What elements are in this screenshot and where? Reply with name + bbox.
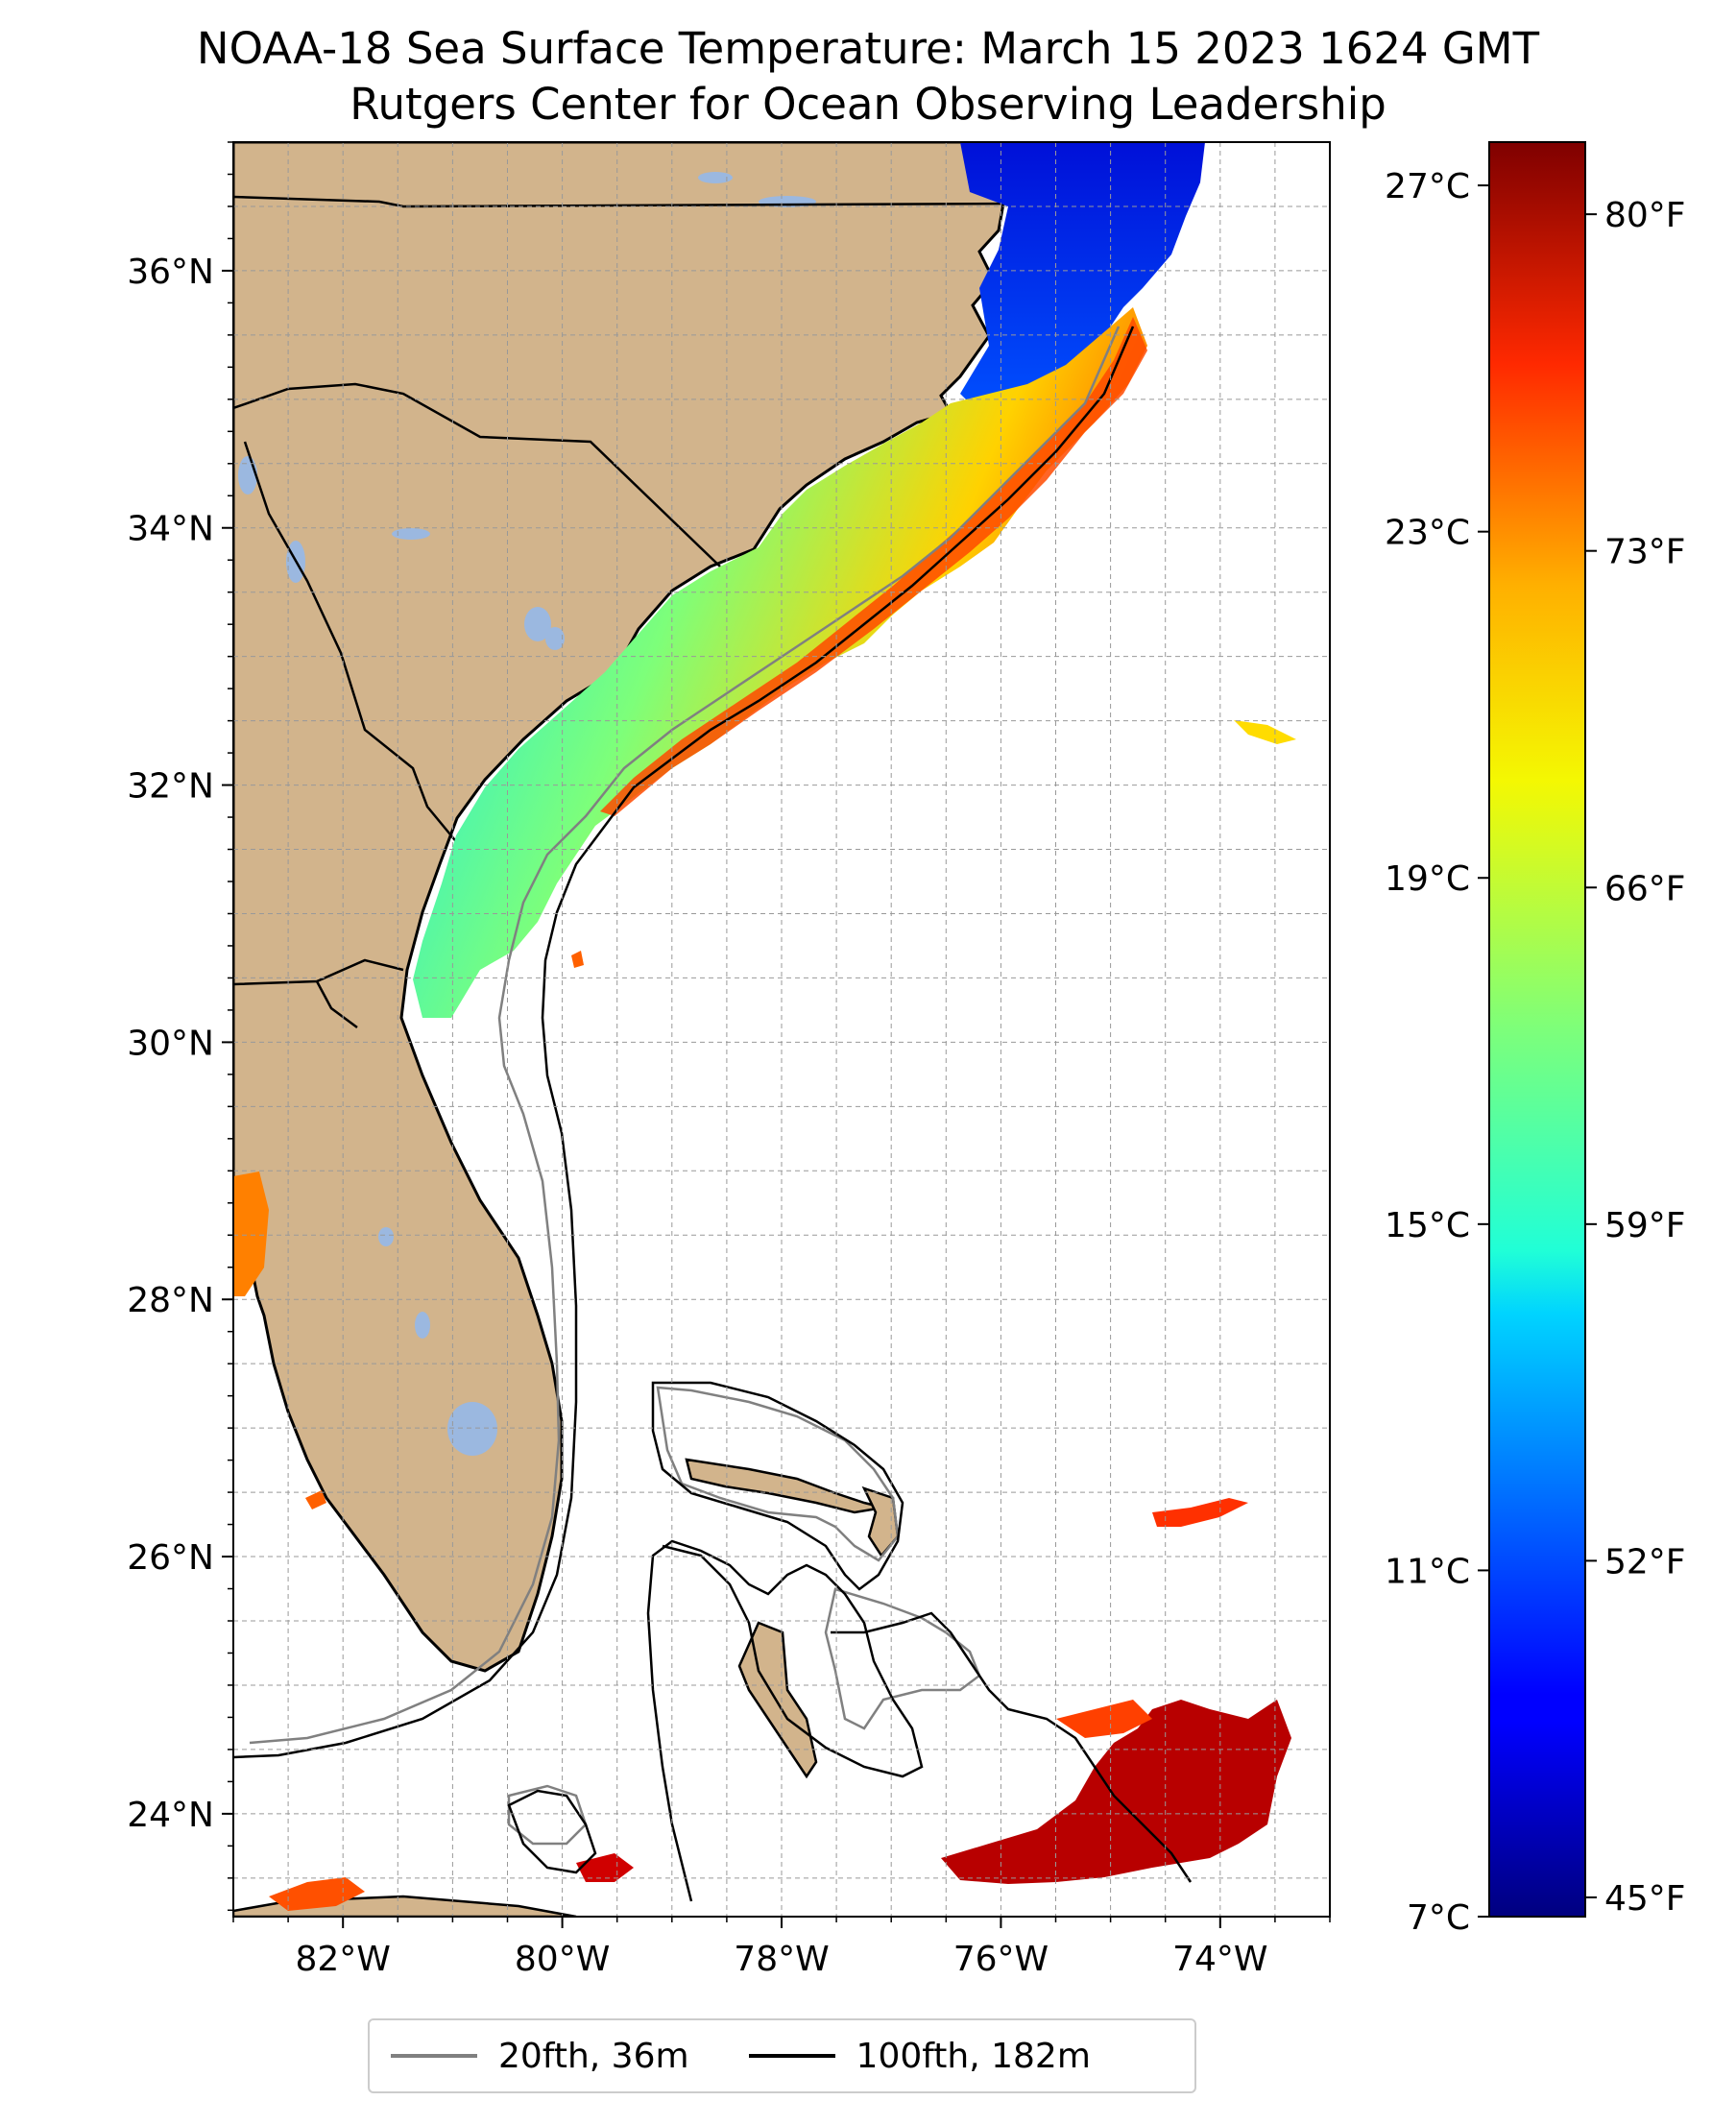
colorbar-f-label: 45°F (1604, 1879, 1686, 1919)
sst-gulf-stream-edge (600, 317, 1147, 816)
sst-shelf-band (413, 307, 1147, 1018)
colorbar-f-label: 66°F (1604, 869, 1686, 908)
map-layers (233, 142, 1296, 1917)
map-gridlines (232, 141, 1331, 1917)
colorbar-f-label: 52°F (1604, 1542, 1686, 1582)
colorbar: 27°C 23°C 19°C 15°C 11°C 7°C 80°F 73°F 66°F 59°F… (1385, 141, 1686, 1938)
sst-offshore-patches (233, 720, 1296, 1911)
colorbar-gradient (1488, 141, 1586, 1918)
colorbar-fahrenheit-ticks: 80°F 73°F 66°F 59°F 52°F 45°F (1585, 196, 1686, 1919)
legend-label-20fth: 20fth, 36m (498, 2036, 689, 2076)
x-tick-label: 74°W (1172, 1940, 1267, 1979)
x-tick-label: 76°W (953, 1940, 1049, 1979)
legend-line-20fth (391, 2054, 477, 2058)
x-axis: 82°W 80°W 78°W 76°W 74°W (232, 1917, 1331, 1979)
y-tick-label: 36°N (127, 253, 214, 292)
land-us-mainland (233, 142, 1023, 1673)
colorbar-c-label: 27°C (1385, 167, 1470, 206)
title-line-2: Rutgers Center for Ocean Observing Leade… (350, 79, 1386, 130)
colorbar-c-label: 19°C (1385, 859, 1470, 899)
y-tick-label: 24°N (127, 1796, 214, 1835)
legend-line-100fth (748, 2054, 835, 2058)
colorbar-f-label: 73°F (1604, 533, 1686, 572)
colorbar-c-label: 23°C (1385, 514, 1470, 553)
y-tick-label: 34°N (127, 510, 214, 549)
legend-item-20fth: 20fth, 36m (391, 2037, 689, 2076)
y-tick-label: 32°N (127, 767, 214, 807)
y-tick-label: 30°N (127, 1024, 214, 1063)
x-tick-label: 82°W (295, 1940, 390, 1979)
colorbar-f-label: 80°F (1604, 196, 1686, 235)
colorbar-f-label: 59°F (1604, 1206, 1686, 1245)
colorbar-c-label: 15°C (1385, 1206, 1470, 1245)
y-tick-label: 28°N (127, 1281, 214, 1320)
isobath-100fth (233, 326, 1193, 1902)
legend-label-100fth: 100fth, 182m (856, 2036, 1091, 2076)
y-tick-label: 26°N (127, 1538, 214, 1578)
land-bahamas (685, 1458, 1255, 1788)
chart-title: NOAA-18 Sea Surface Temperature: March 1… (0, 21, 1736, 133)
sst-northern-cold (960, 142, 1205, 413)
title-line-1: NOAA-18 Sea Surface Temperature: March 1… (196, 23, 1540, 74)
colorbar-celsius-ticks: 27°C 23°C 19°C 15°C 11°C 7°C (1385, 167, 1489, 1938)
legend-item-100fth: 100fth, 182m (748, 2036, 1091, 2076)
x-tick-label: 80°W (515, 1940, 610, 1979)
colorbar-c-label: 7°C (1407, 1898, 1470, 1938)
x-tick-label: 78°W (734, 1940, 829, 1979)
y-axis: 24°N 26°N 28°N 30°N 32°N 34°N 36°N (127, 141, 233, 1912)
isobath-legend: 20fth, 36m 100fth, 182m (368, 2018, 1196, 2093)
colorbar-c-label: 11°C (1385, 1552, 1470, 1591)
